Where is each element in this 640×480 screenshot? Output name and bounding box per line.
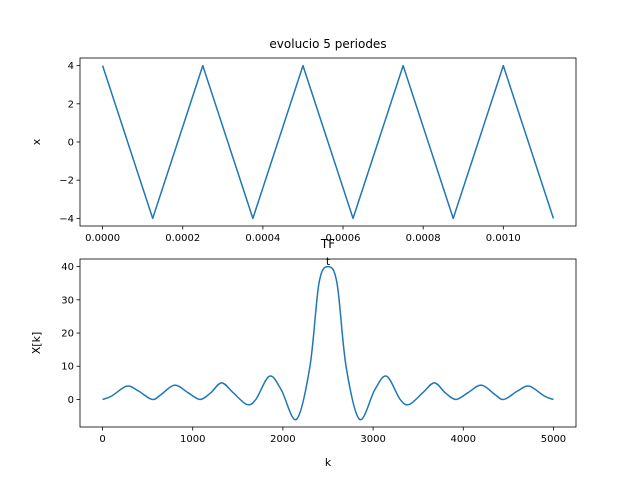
plot-frame [79, 258, 577, 428]
x-tick-label: 0.0010 [486, 233, 521, 244]
series-layer [102, 265, 554, 421]
x-tick-label: 0 [99, 434, 105, 445]
series-line [101, 64, 555, 220]
y-tick-label: 0 [68, 138, 74, 149]
y-tick-label: −4 [59, 214, 74, 225]
subplot-title: TF [320, 237, 335, 251]
y-tick-label: 30 [61, 295, 74, 306]
x-tick-label: 0.0006 [326, 233, 361, 244]
series-layer [101, 64, 555, 220]
y-tick-label: 2 [68, 99, 74, 110]
series-line [102, 265, 554, 421]
y-tick-label: 20 [61, 329, 74, 340]
x-tick-label: 0.0008 [406, 233, 441, 244]
x-tick-label: 2000 [270, 434, 295, 445]
tick-layer: 0 1000 2000 3000 4000 5000 40 30 20 10 0 [61, 262, 566, 445]
y-axis-label: X[k] [30, 332, 43, 355]
y-axis-label: x [30, 138, 43, 145]
tick-layer: 0.0000 0.0002 0.0004 0.0006 0.0008 0.0010 4 2 0 −… [59, 61, 521, 244]
y-tick-label: 4 [68, 61, 74, 72]
y-tick-label: −2 [59, 176, 74, 187]
x-tick-label: 0.0002 [165, 233, 200, 244]
x-axis-label: k [325, 456, 332, 469]
x-tick-label: 3000 [360, 434, 385, 445]
x-tick-label: 5000 [541, 434, 566, 445]
y-tick-label: 10 [61, 362, 74, 373]
x-tick-label: 0.0000 [85, 233, 120, 244]
subplot-fourier-transform: TF k X[k] 0 1000 2000 3000 4000 5000 40 30 20 10 0 [30, 237, 577, 469]
y-tick-label: 40 [61, 262, 74, 273]
y-tick-label: 0 [68, 395, 74, 406]
x-axis-label: t [326, 255, 331, 268]
subplot-title: evolucio 5 periodes [269, 37, 386, 51]
x-tick-label: 1000 [180, 434, 205, 445]
x-tick-label: 0.0004 [245, 233, 280, 244]
plot-frame [79, 57, 577, 227]
x-tick-label: 4000 [451, 434, 476, 445]
subplot-time-evolution: evolucio 5 periodes t x 0.0000 0.0002 0.00… [30, 37, 577, 268]
